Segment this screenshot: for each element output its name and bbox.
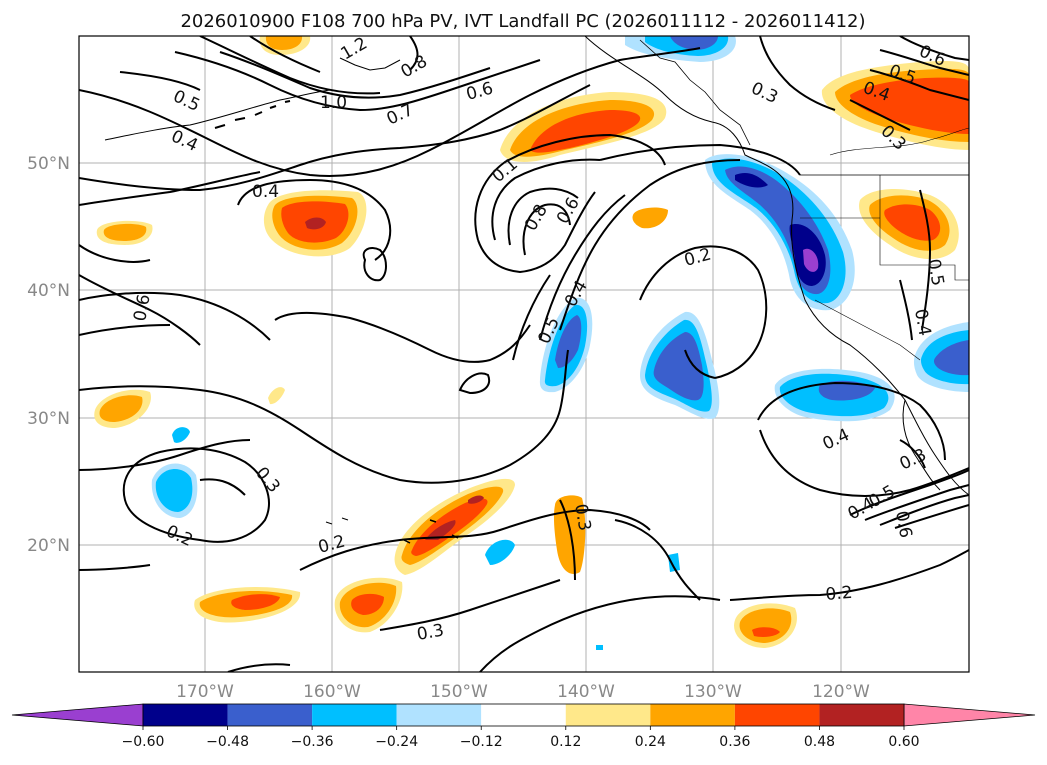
anomaly-low-small-4 [596, 645, 603, 650]
lat-label: 30°N [27, 409, 70, 429]
anomaly-low-east [913, 322, 969, 392]
anomaly-high-south-west [194, 586, 301, 623]
colorbar-extend-high [903, 703, 1036, 727]
colorbar-tick-label: −0.48 [206, 734, 249, 750]
lon-label: 140°W [557, 682, 615, 702]
colorbar-tick-label: −0.12 [460, 734, 503, 750]
map-panel: 1.2 0.8 1.0 0.7 0.6 0.5 0.4 0.6 0.5 0.4 … [78, 33, 970, 673]
colorbar-segment [481, 704, 566, 726]
colorbar-extend-low [11, 703, 144, 727]
colorbar-segment [143, 704, 228, 726]
anomaly-low-california [705, 154, 855, 311]
longitude-labels: 170°W 160°W 150°W 140°W 130°W 120°W [176, 682, 870, 702]
contour-label: 0.2 [825, 583, 854, 605]
colorbar-segment [312, 704, 397, 726]
anomaly-low-west [151, 463, 198, 518]
anomaly-high-south-central [334, 577, 403, 633]
negative-anomalies [151, 36, 969, 650]
anomaly-low-small-2 [485, 539, 515, 565]
contour-label: 1.0 [320, 93, 347, 113]
colorbar-tick-label: −0.60 [122, 734, 165, 750]
colorbar-frame [142, 703, 905, 727]
contour-label: 0.6 [130, 293, 154, 323]
colorbar: −0.60 −0.48 −0.36 −0.24 −0.12 0.12 0.24 0.36 0.4… [11, 703, 1036, 750]
contour-label: 0.4 [252, 182, 279, 202]
pv-contours [79, 36, 969, 672]
colorbar-segment [396, 704, 482, 726]
colorbar-segment [734, 704, 820, 726]
anomaly-high-west-2 [94, 389, 151, 428]
lat-label: 40°N [27, 281, 70, 301]
anomaly-low-135w [640, 311, 720, 419]
colorbar-tick-label: −0.24 [375, 734, 418, 750]
anomaly-high-small-2 [632, 207, 668, 229]
colorbar-segment [227, 704, 313, 726]
lon-label: 120°W [812, 682, 870, 702]
anomaly-high-hawaii [394, 478, 515, 575]
latitude-labels: 50°N 40°N 30°N 20°N [27, 154, 70, 556]
anomaly-low-small-3 [668, 553, 680, 572]
contour-label: 0.3 [570, 502, 594, 532]
anomaly-low-145w [539, 297, 593, 393]
colorbar-tick-label: 0.24 [635, 734, 666, 750]
map-frame [78, 35, 970, 673]
lat-label: 50°N [27, 154, 70, 174]
colorbar-tick-label: 0.48 [804, 734, 835, 750]
lon-label: 160°W [303, 682, 361, 702]
colorbar-tick-label: 0.12 [550, 734, 581, 750]
colorbar-segment [565, 704, 651, 726]
lon-label: 150°W [430, 682, 488, 702]
colorbar-tick-label: 0.36 [719, 734, 750, 750]
contour-label: 0.5 [923, 257, 947, 287]
colorbar-segment [819, 704, 904, 726]
lon-label: 170°W [176, 682, 234, 702]
contour-label: 0.4 [910, 307, 934, 337]
anomaly-high-gulf [734, 603, 797, 648]
lat-label: 20°N [27, 536, 70, 556]
figure-title: 2026010900 F108 700 hPa PV, IVT Landfall… [180, 11, 865, 32]
colorbar-segment [650, 704, 735, 726]
colorbar-tick-label: 0.60 [888, 734, 919, 750]
anomaly-high-small [268, 387, 285, 405]
contour-label: 0.6 [891, 509, 915, 539]
contour-label: 0.3 [415, 621, 445, 645]
anomaly-low-small-1 [172, 427, 190, 443]
anomaly-high-central [263, 190, 367, 257]
anomaly-high-140w [553, 495, 586, 574]
anomaly-high-west-1 [96, 220, 153, 245]
colorbar-tick-label: −0.36 [291, 734, 334, 750]
lon-label: 130°W [684, 682, 742, 702]
